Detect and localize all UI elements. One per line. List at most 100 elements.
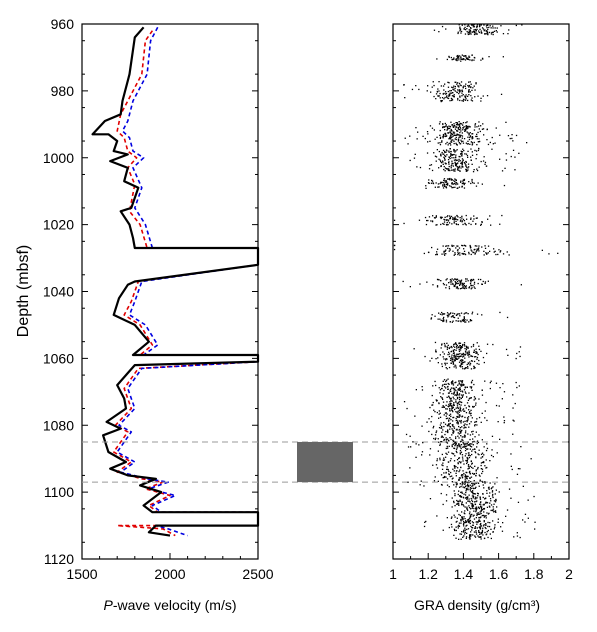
gra-density-point (471, 463, 473, 465)
gra-density-point (469, 438, 471, 441)
gra-density-point (445, 358, 447, 360)
gra-density-point (477, 493, 479, 495)
gra-density-point (459, 123, 461, 125)
gra-density-point (444, 364, 447, 366)
gra-density-point (468, 471, 471, 473)
gra-density-point (453, 398, 455, 400)
gra-density-point (495, 127, 497, 129)
gra-density-point (468, 412, 470, 414)
gra-density-point (475, 511, 477, 513)
gra-density-point (475, 223, 477, 225)
gra-density-point (442, 401, 445, 403)
gra-density-point (440, 396, 442, 398)
gra-density-point (450, 458, 452, 460)
gra-density-point (443, 253, 445, 255)
gra-density-point (455, 159, 457, 161)
gra-density-point (443, 284, 445, 286)
gra-density-point (458, 443, 460, 445)
gra-density-point (484, 498, 486, 500)
gra-density-point (457, 444, 460, 446)
gra-density-point (464, 182, 466, 184)
gra-density-point (460, 366, 462, 368)
gra-density-x-tick-label: 1.2 (418, 566, 438, 582)
gra-density-point (440, 161, 442, 163)
gra-density-point (476, 523, 478, 525)
gra-density-point (461, 185, 463, 188)
gra-density-point (471, 513, 473, 516)
gra-density-point (442, 405, 444, 407)
gra-density-point (485, 33, 487, 35)
gra-density-point (444, 151, 446, 153)
gra-density-point (451, 187, 453, 189)
gra-density-point (460, 312, 463, 314)
gra-density-point (451, 95, 454, 97)
gra-density-point (494, 142, 496, 144)
gra-density-point (477, 131, 479, 134)
gra-density-point (460, 404, 462, 406)
gra-density-point (476, 126, 478, 128)
gra-density-point (476, 144, 478, 146)
gra-density-point (468, 321, 470, 323)
gra-density-point (480, 31, 482, 34)
gra-density-point (439, 159, 441, 161)
gra-density-point (453, 219, 455, 221)
gra-density-point (461, 282, 464, 284)
gra-density-point (442, 163, 444, 165)
gra-density-point (466, 319, 468, 321)
gra-density-point (455, 450, 457, 452)
gra-density-point (466, 448, 468, 450)
gra-density-point (485, 515, 487, 517)
gra-density-point (464, 482, 466, 484)
gra-density-point (454, 85, 456, 88)
gra-density-point (470, 346, 473, 348)
gra-density-point (445, 135, 447, 137)
gra-density-point (444, 344, 446, 346)
gra-density-point (460, 496, 462, 498)
gra-density-point (483, 30, 485, 32)
gra-density-point (459, 431, 461, 433)
gra-density-point (456, 394, 458, 397)
gra-density-point (464, 474, 466, 476)
gra-density-point (446, 478, 449, 480)
gra-density-point (456, 406, 459, 408)
gra-density-point (464, 483, 466, 485)
gra-density-point (466, 524, 468, 526)
gra-density-point (431, 169, 434, 172)
gra-density-point (452, 345, 455, 347)
gra-density-point (469, 364, 471, 366)
gra-density-point (433, 217, 436, 219)
gra-density-point (467, 483, 469, 485)
gra-density-point (503, 420, 506, 422)
gra-density-point (533, 495, 535, 498)
gra-density-point (429, 125, 432, 127)
gra-density-point (445, 500, 448, 502)
gra-density-point (453, 402, 455, 404)
gra-density-point (471, 521, 474, 523)
gra-density-point (478, 454, 480, 456)
gra-density-point (410, 446, 412, 448)
gra-density-point (452, 218, 454, 220)
gra-density-point (458, 166, 460, 168)
gra-density-point (500, 526, 502, 528)
gra-density-point (460, 141, 463, 143)
gra-density-point (435, 399, 437, 401)
gra-density-point (477, 513, 479, 515)
gra-density-point (478, 485, 480, 487)
gra-density-point (476, 133, 478, 135)
gra-density-point (466, 131, 468, 133)
p-wave-x-tick-label: 2000 (154, 566, 185, 582)
gra-density-point (451, 360, 453, 362)
gra-density-point (479, 517, 481, 519)
gra-density-point (454, 162, 456, 164)
gra-density-point (460, 279, 463, 281)
gra-density-point (449, 359, 452, 361)
gra-density-point (480, 421, 482, 423)
gra-density-point (467, 163, 470, 165)
gra-density-point (470, 281, 472, 283)
gra-density-point (465, 488, 468, 490)
gra-density-point (465, 536, 468, 538)
gra-density-point (455, 164, 457, 167)
gra-density-point (485, 449, 488, 452)
gra-density-point (421, 454, 423, 456)
gra-density-point (474, 448, 476, 450)
